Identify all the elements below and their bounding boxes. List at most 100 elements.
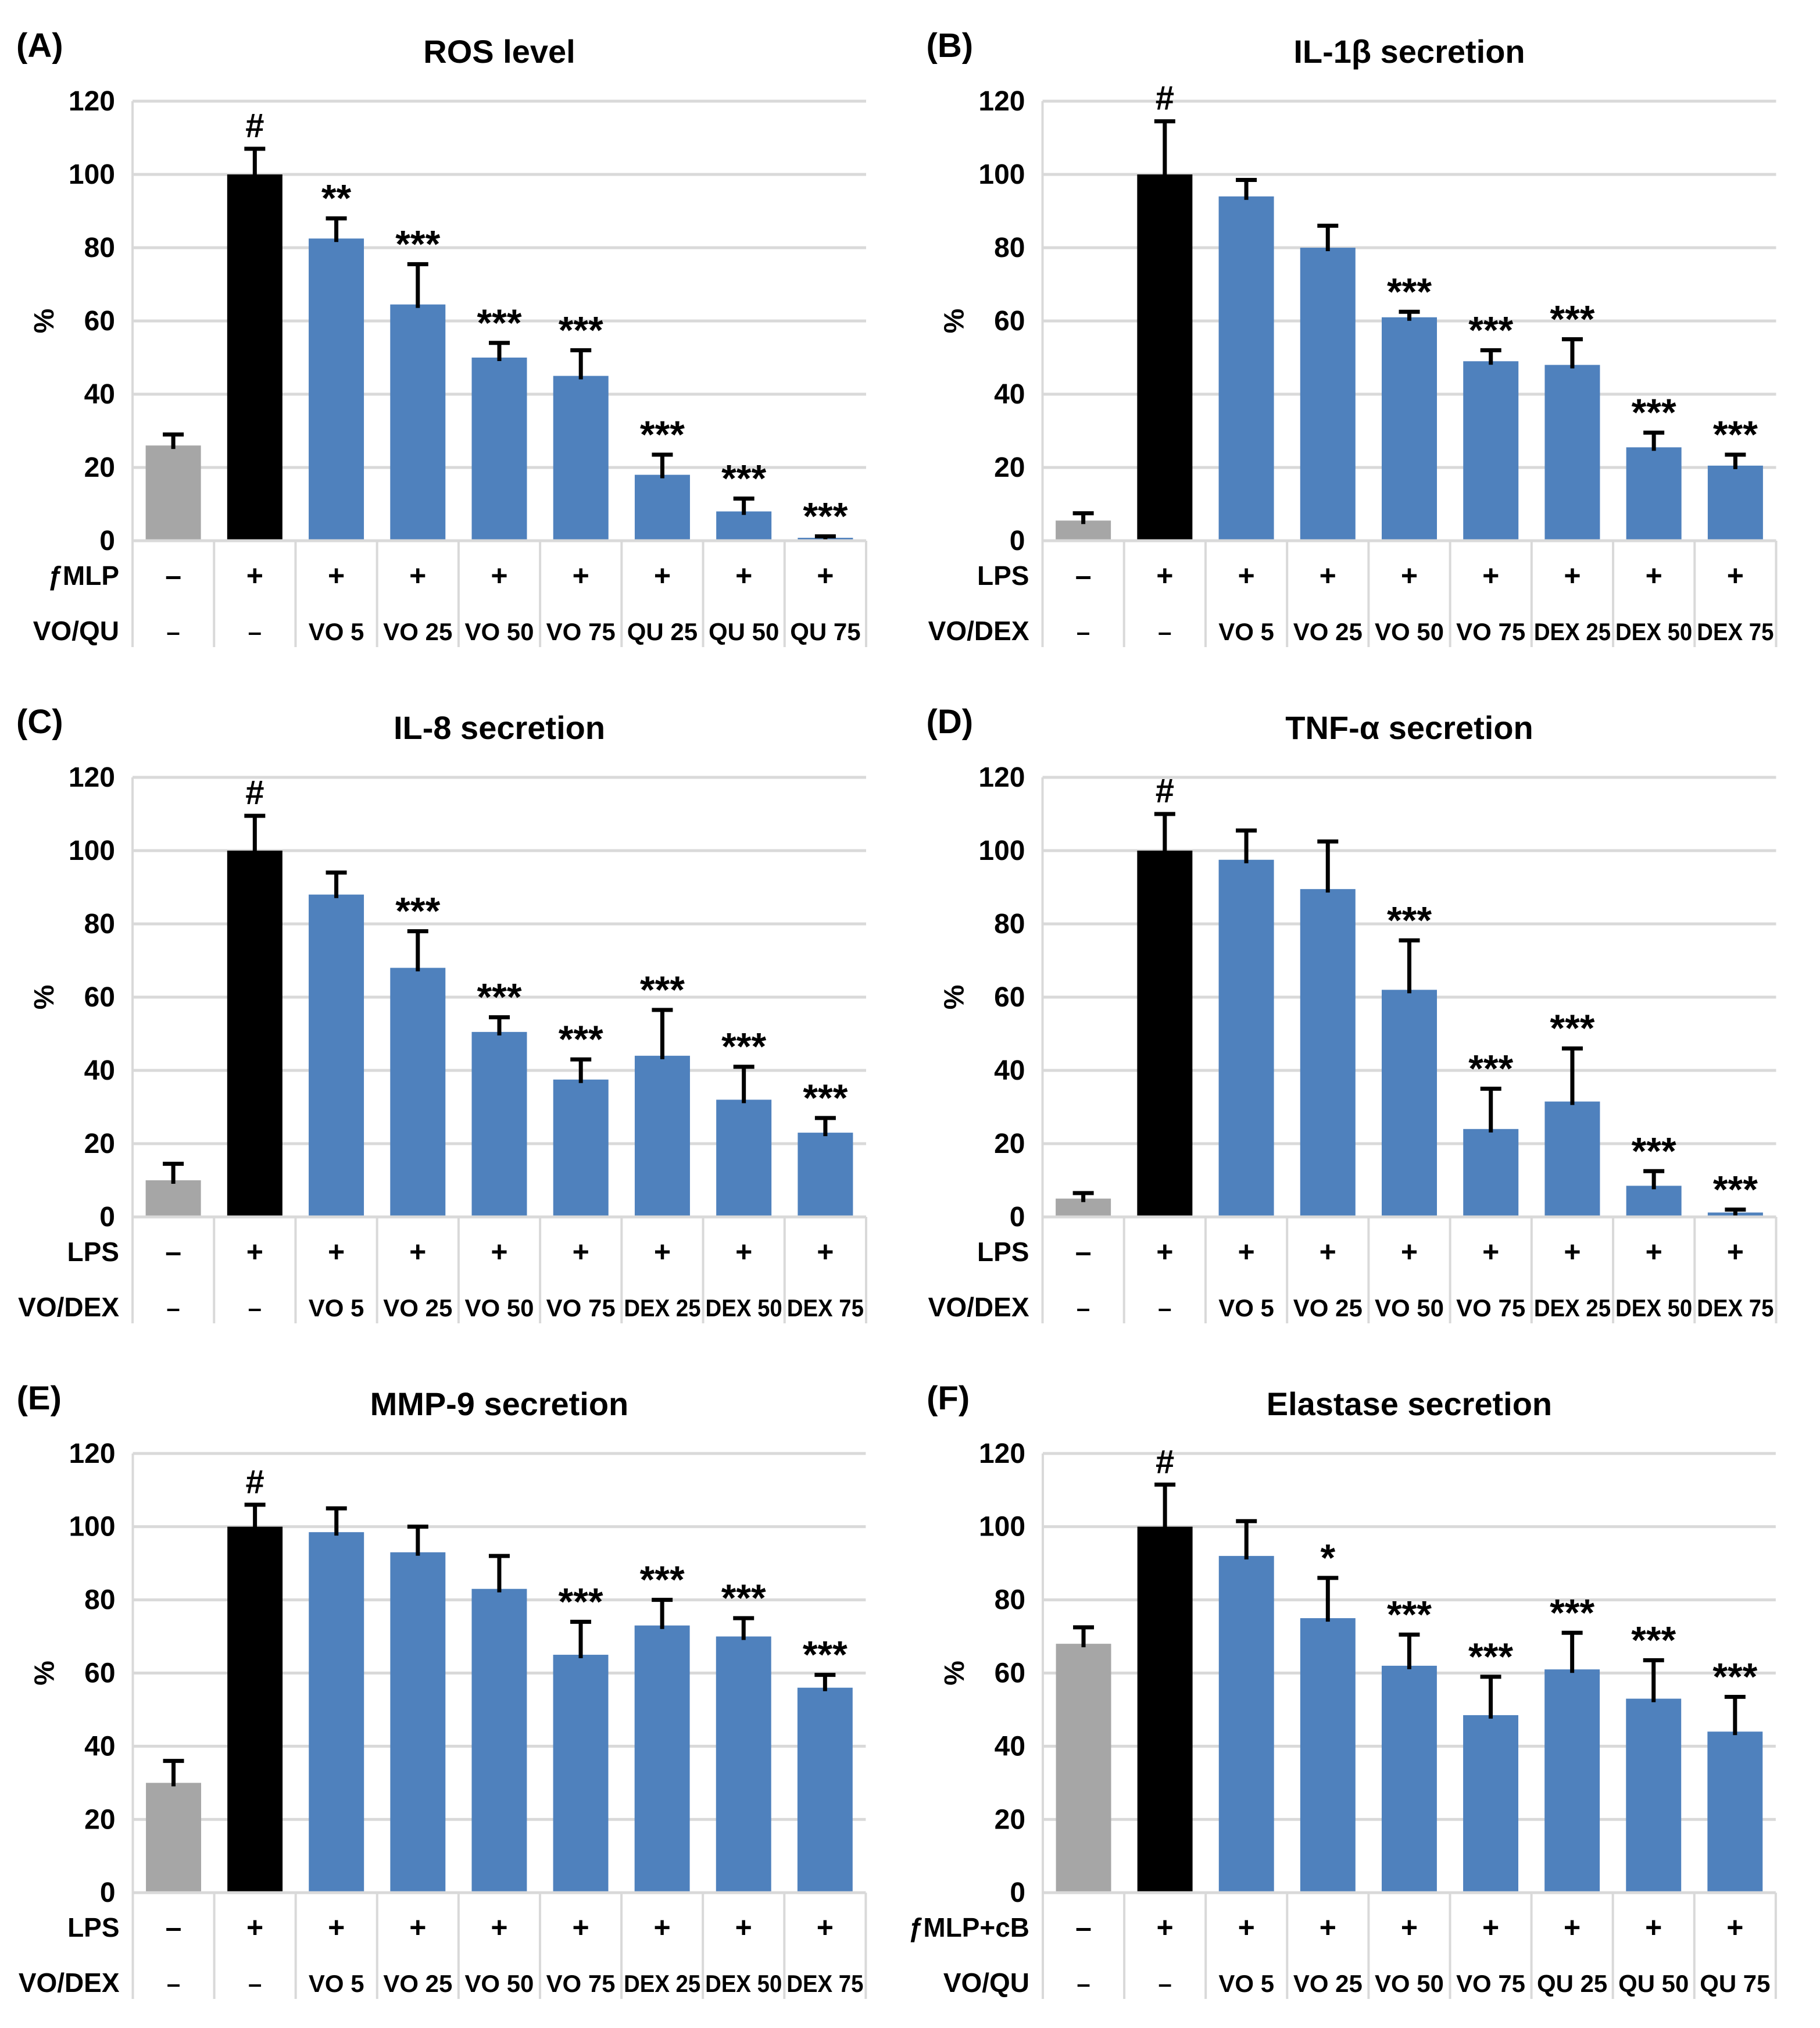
stim-cell-value: + bbox=[817, 559, 834, 592]
stim-row-label: LPS bbox=[67, 1237, 119, 1267]
bar bbox=[1137, 1526, 1193, 1893]
stim-cell-value: + bbox=[1482, 559, 1499, 592]
bar bbox=[1137, 851, 1193, 1217]
y-tick-label: 20 bbox=[995, 1804, 1025, 1835]
stim-row-label: ƒMLP bbox=[48, 560, 119, 591]
treat-cell-value: DEX 50 bbox=[705, 1970, 782, 1997]
stim-cell-value: + bbox=[328, 1911, 345, 1944]
bar bbox=[1544, 365, 1600, 541]
stim-cell-value: + bbox=[817, 1236, 834, 1268]
y-axis-label: % bbox=[29, 309, 60, 334]
y-axis-label: % bbox=[30, 1661, 60, 1686]
significance-marker: *** bbox=[1631, 1619, 1676, 1662]
y-tick-label: 100 bbox=[69, 1512, 116, 1543]
stim-cell-value: – bbox=[165, 1236, 181, 1268]
bar bbox=[471, 358, 527, 541]
treat-cell-value: VO 5 bbox=[309, 618, 364, 645]
stim-cell-value: – bbox=[1075, 1236, 1092, 1268]
treat-cell-value: VO 50 bbox=[464, 1970, 534, 1997]
treat-cell-value: DEX 75 bbox=[787, 1294, 864, 1322]
y-tick-label: 80 bbox=[994, 233, 1025, 263]
y-tick-label: 100 bbox=[69, 159, 115, 190]
treat-cell-value: QU 25 bbox=[627, 618, 698, 645]
y-tick-label: 0 bbox=[99, 1202, 115, 1233]
treat-cell-value: – bbox=[1077, 618, 1090, 645]
significance-marker: *** bbox=[1713, 413, 1758, 456]
chart-title: TNF-α secretion bbox=[1285, 709, 1533, 746]
bar bbox=[1381, 1665, 1437, 1893]
treat-cell-value: DEX 50 bbox=[1615, 1294, 1692, 1322]
treat-cell-value: DEX 25 bbox=[624, 1294, 700, 1322]
stim-cell-value: + bbox=[1320, 559, 1336, 592]
chart-title: ROS level bbox=[423, 33, 575, 70]
treat-cell-value: – bbox=[1077, 1294, 1090, 1322]
significance-marker: *** bbox=[640, 413, 685, 456]
stim-cell-value: + bbox=[735, 559, 752, 592]
y-tick-label: 80 bbox=[84, 1585, 115, 1616]
treat-row-label: VO/DEX bbox=[18, 1292, 119, 1322]
panel-background bbox=[910, 676, 1820, 1352]
bar bbox=[309, 894, 364, 1217]
y-tick-label: 100 bbox=[978, 836, 1025, 866]
y-tick-label: 20 bbox=[84, 1129, 115, 1159]
significance-marker: *** bbox=[1713, 1167, 1758, 1211]
bar bbox=[471, 1031, 527, 1217]
bar bbox=[1463, 1715, 1518, 1893]
significance-marker: *** bbox=[395, 890, 440, 933]
chart-il8-secretion: 0 20 40 60 80 100 120% (C) IL-8 secretion # *** ***… bbox=[0, 676, 910, 1352]
significance-marker: # bbox=[246, 1463, 264, 1501]
bar bbox=[1218, 1556, 1274, 1893]
treat-cell-value: DEX 50 bbox=[1615, 618, 1692, 645]
stim-row-label: ƒMLP+cB bbox=[910, 1912, 1029, 1943]
significance-marker: *** bbox=[803, 494, 848, 537]
treat-cell-value: – bbox=[248, 618, 262, 645]
y-tick-label: 60 bbox=[84, 982, 115, 1013]
stim-cell-value: + bbox=[491, 559, 507, 592]
treat-cell-value: – bbox=[248, 1970, 262, 1997]
significance-marker: *** bbox=[477, 976, 521, 1019]
stim-cell-value: + bbox=[409, 1911, 426, 1944]
significance-marker: *** bbox=[1387, 270, 1432, 313]
y-tick-label: 40 bbox=[994, 1055, 1025, 1086]
panel-letter: (E) bbox=[17, 1380, 62, 1417]
y-tick-label: 0 bbox=[1010, 1202, 1025, 1233]
bar bbox=[1544, 1101, 1600, 1217]
treat-cell-value: DEX 25 bbox=[1534, 618, 1611, 645]
y-axis-label: % bbox=[29, 985, 60, 1010]
stim-cell-value: + bbox=[654, 559, 671, 592]
y-tick-label: 40 bbox=[84, 1055, 115, 1086]
y-tick-label: 40 bbox=[994, 379, 1025, 410]
stim-cell-value: + bbox=[409, 559, 426, 592]
y-axis-label: % bbox=[939, 985, 970, 1010]
significance-marker: *** bbox=[1712, 1655, 1757, 1698]
bar bbox=[227, 174, 283, 541]
significance-marker: *** bbox=[395, 222, 440, 265]
treat-cell-value: VO 5 bbox=[1218, 618, 1274, 645]
treat-cell-value: – bbox=[1158, 1294, 1171, 1322]
y-axis-label: % bbox=[939, 309, 970, 334]
y-tick-label: 40 bbox=[995, 1731, 1025, 1762]
chart-il1b-secretion: 0 20 40 60 80 100 120% (B) IL-1β secretion # *** **… bbox=[910, 0, 1820, 676]
stim-cell-value: + bbox=[735, 1911, 752, 1944]
significance-marker: ** bbox=[321, 177, 352, 220]
panel-B: 0 20 40 60 80 100 120% (B) IL-1β secretion # *** **… bbox=[910, 0, 1820, 676]
significance-marker: *** bbox=[559, 1017, 603, 1061]
y-tick-label: 0 bbox=[1010, 1877, 1025, 1908]
y-tick-label: 80 bbox=[84, 233, 115, 263]
bar bbox=[1218, 196, 1274, 541]
bar bbox=[1626, 1698, 1682, 1893]
bar bbox=[716, 1636, 771, 1893]
bar bbox=[797, 1687, 853, 1893]
y-tick-label: 60 bbox=[995, 1658, 1025, 1689]
treat-cell-value: – bbox=[248, 1294, 262, 1322]
stim-cell-value: + bbox=[1238, 1236, 1254, 1268]
significance-marker: # bbox=[245, 107, 264, 145]
treat-cell-value: DEX 75 bbox=[786, 1970, 863, 1997]
treat-cell-value: VO 50 bbox=[1375, 618, 1444, 645]
bar bbox=[1300, 248, 1356, 541]
treat-cell-value: VO 75 bbox=[546, 1294, 616, 1322]
significance-marker: *** bbox=[721, 1576, 766, 1619]
treat-cell-value: VO 5 bbox=[1218, 1970, 1274, 1997]
stim-cell-value: + bbox=[1401, 559, 1418, 592]
